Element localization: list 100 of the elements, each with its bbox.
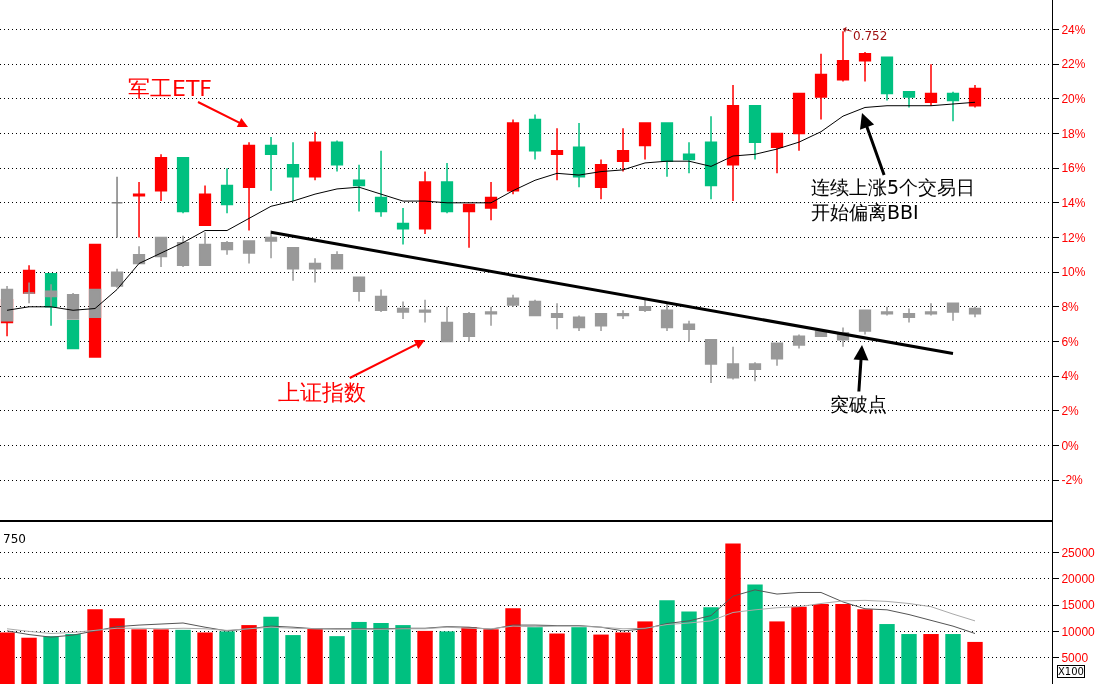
candlestick — [814, 52, 828, 121]
bar — [219, 631, 235, 684]
candlestick — [594, 158, 608, 201]
bar — [263, 616, 279, 684]
y-tick-label: 14% — [1061, 196, 1086, 210]
bar — [593, 634, 609, 684]
bar — [175, 629, 191, 684]
bar — [439, 631, 455, 684]
candlestick — [154, 236, 168, 268]
candlestick — [506, 293, 520, 308]
bar — [527, 627, 543, 684]
bar — [65, 634, 81, 684]
candlestick — [462, 203, 476, 249]
candlestick — [902, 307, 916, 324]
candlestick — [792, 92, 806, 152]
bar — [835, 604, 851, 684]
candlestick — [858, 309, 872, 336]
line-series — [6, 599, 976, 635]
candlestick — [440, 306, 454, 343]
candlestick — [550, 127, 564, 182]
y-tick-label: 8% — [1061, 300, 1080, 314]
bar — [461, 627, 477, 684]
bar — [395, 625, 411, 684]
candlestick — [572, 122, 586, 188]
bar — [813, 604, 829, 684]
candlestick — [220, 167, 234, 214]
bar — [329, 636, 345, 684]
bar — [241, 625, 257, 684]
bar — [615, 632, 631, 684]
candlestick — [858, 51, 872, 83]
bar — [109, 618, 125, 684]
candlestick — [528, 299, 542, 317]
candlestick — [638, 299, 652, 313]
candlestick — [726, 84, 740, 202]
candlestick — [616, 309, 630, 320]
candlestick — [748, 361, 762, 383]
bar — [373, 622, 389, 684]
candlestick — [396, 207, 410, 246]
candlestick — [726, 345, 740, 381]
candlestick — [682, 141, 696, 175]
annotation: 连续上涨5个交易日开始偏离BBI — [811, 176, 976, 223]
annotation: 上证指数 — [278, 380, 366, 405]
annotation: 军工ETF — [128, 76, 212, 101]
candlestick — [330, 139, 344, 173]
bar — [0, 632, 15, 684]
candlestick — [968, 84, 982, 109]
candlestick — [748, 104, 762, 161]
bar — [87, 609, 103, 684]
candlestick — [484, 181, 498, 221]
candlestick — [484, 306, 498, 327]
y-tick-label: 20000 — [1061, 572, 1096, 587]
candlestick — [880, 306, 894, 317]
candlestick — [572, 314, 586, 332]
candlestick — [264, 136, 278, 192]
bar — [505, 608, 521, 684]
annotation: 750 — [3, 532, 26, 546]
candlestick — [418, 299, 432, 324]
candlestick — [330, 250, 344, 270]
bar — [153, 629, 169, 684]
y-tick-label: 18% — [1061, 126, 1086, 141]
text: X100 — [1058, 666, 1084, 677]
candlestick — [220, 240, 234, 256]
candlestick — [264, 229, 278, 260]
candlestick — [418, 170, 432, 235]
bar — [967, 641, 983, 684]
bar — [747, 584, 763, 684]
candlestick — [242, 240, 256, 265]
candlestick — [682, 319, 696, 343]
candlestick — [88, 288, 102, 318]
candlestick — [132, 181, 146, 239]
candlestick — [66, 292, 80, 320]
candlestick — [308, 130, 322, 182]
candlestick — [902, 91, 916, 109]
candlestick — [924, 302, 938, 317]
candlestick — [792, 333, 806, 350]
candlestick — [770, 132, 784, 175]
bar — [43, 636, 59, 684]
bar — [549, 633, 565, 684]
candlestick — [198, 184, 212, 227]
y-tick-label: 12% — [1061, 230, 1086, 245]
candlestick — [352, 276, 366, 303]
y-tick-label: 24% — [1061, 22, 1086, 37]
candlestick — [110, 267, 124, 289]
candlestick — [528, 113, 542, 161]
candlestick — [374, 150, 388, 218]
y-tick-label: 6% — [1061, 334, 1080, 349]
bar — [857, 609, 873, 684]
bar — [131, 629, 147, 684]
candlestick — [924, 63, 938, 107]
y-tick-label: 15000 — [1061, 598, 1096, 613]
y-tick-label: 2% — [1061, 404, 1080, 418]
candlestick — [638, 122, 652, 161]
annotation: 突破点 — [830, 393, 887, 415]
bar — [659, 600, 675, 684]
candlestick — [946, 302, 960, 322]
y-tick-label: 5000 — [1061, 650, 1089, 665]
bar — [879, 624, 895, 684]
candlestick — [286, 247, 300, 282]
bar — [417, 630, 433, 684]
candlestick — [352, 163, 366, 213]
